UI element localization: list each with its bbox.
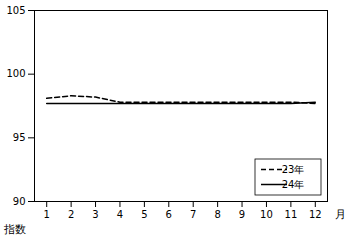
svg-text:1: 1 [44,209,50,220]
svg-text:12: 12 [309,209,322,220]
svg-text:100: 100 [6,68,25,79]
svg-text:7: 7 [190,209,196,220]
svg-text:3: 3 [92,209,98,220]
svg-text:24年: 24年 [282,179,305,190]
svg-text:指数: 指数 [3,223,26,236]
svg-text:105: 105 [6,5,25,16]
svg-text:95: 95 [13,132,26,143]
svg-text:23年: 23年 [282,164,305,175]
svg-text:10: 10 [260,209,273,220]
svg-text:月: 月 [335,208,346,221]
svg-text:90: 90 [13,196,26,207]
svg-text:8: 8 [214,209,220,220]
svg-text:9: 9 [239,209,245,220]
svg-text:5: 5 [141,209,147,220]
svg-text:11: 11 [285,209,298,220]
svg-text:2: 2 [68,209,74,220]
svg-text:4: 4 [117,209,123,220]
svg-text:6: 6 [166,209,172,220]
